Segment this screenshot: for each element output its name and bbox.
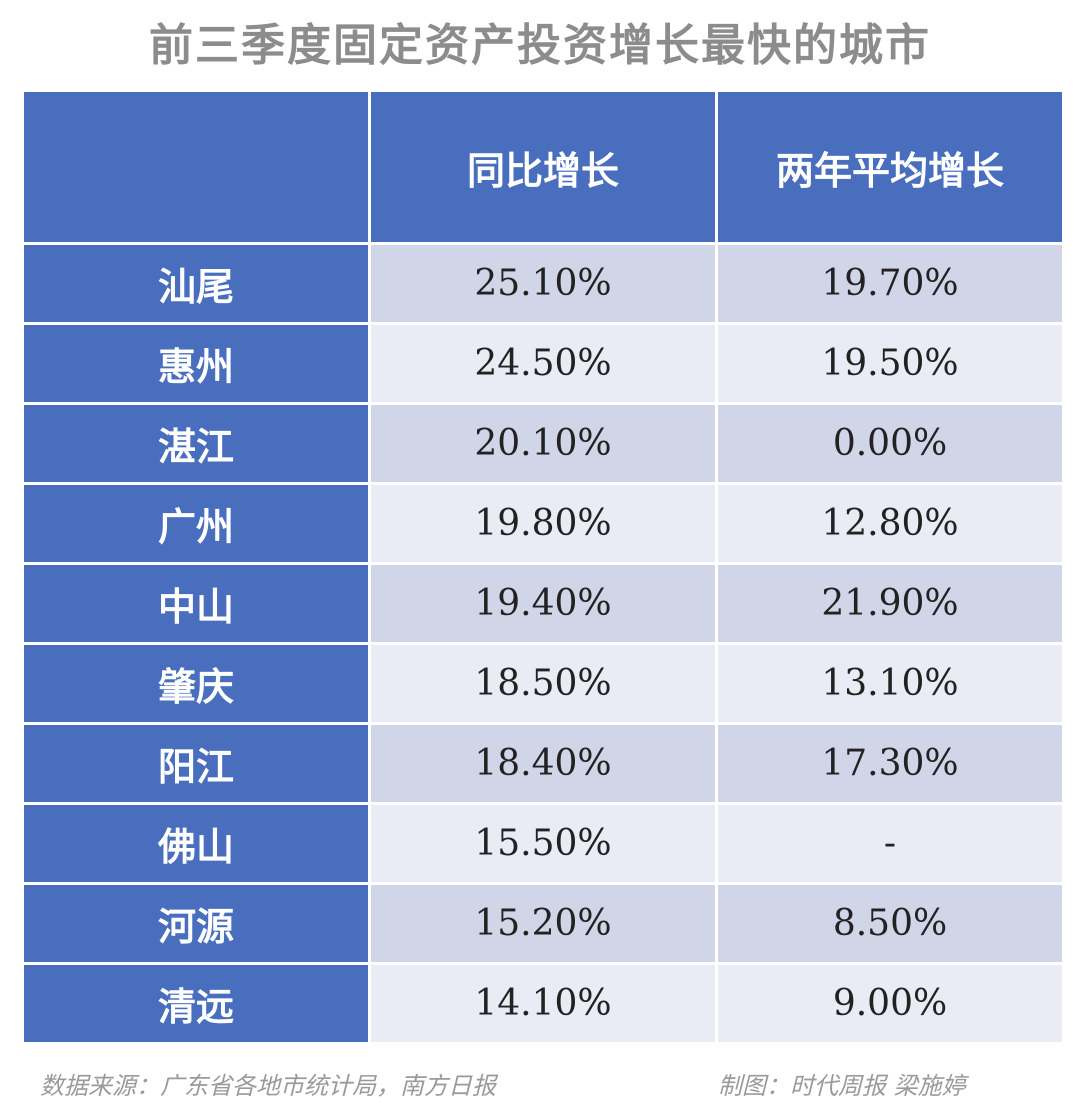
- row-city-cell: 广州: [24, 485, 368, 562]
- row-two-year-cell: 19.50%: [718, 325, 1062, 402]
- row-city-cell: 湛江: [24, 405, 368, 482]
- header-two-year-avg-growth: 两年平均增长: [718, 92, 1062, 242]
- row-two-year-cell: 19.70%: [718, 245, 1062, 322]
- data-source-note: 数据来源：广东省各地市统计局，南方日报: [40, 1072, 496, 1100]
- row-city-cell: 佛山: [24, 805, 368, 882]
- chart-credit: 制图：时代周报 梁施婷: [718, 1072, 966, 1100]
- row-yoy-cell: 20.10%: [371, 405, 715, 482]
- row-two-year-cell: 0.00%: [718, 405, 1062, 482]
- row-two-year-cell: 21.90%: [718, 565, 1062, 642]
- row-yoy-cell: 14.10%: [371, 965, 715, 1042]
- row-yoy-cell: 15.50%: [371, 805, 715, 882]
- row-two-year-cell: -: [718, 805, 1062, 882]
- row-two-year-cell: 13.10%: [718, 645, 1062, 722]
- header-yoy-growth: 同比增长: [371, 92, 715, 242]
- row-yoy-cell: 18.50%: [371, 645, 715, 722]
- row-two-year-cell: 17.30%: [718, 725, 1062, 802]
- row-city-cell: 清远: [24, 965, 368, 1042]
- row-two-year-cell: 9.00%: [718, 965, 1062, 1042]
- row-city-cell: 肇庆: [24, 645, 368, 722]
- row-city-cell: 中山: [24, 565, 368, 642]
- row-city-cell: 汕尾: [24, 245, 368, 322]
- row-yoy-cell: 19.80%: [371, 485, 715, 562]
- row-city-cell: 阳江: [24, 725, 368, 802]
- row-yoy-cell: 18.40%: [371, 725, 715, 802]
- row-yoy-cell: 25.10%: [371, 245, 715, 322]
- row-city-cell: 惠州: [24, 325, 368, 402]
- row-city-cell: 河源: [24, 885, 368, 962]
- row-two-year-cell: 12.80%: [718, 485, 1062, 562]
- row-yoy-cell: 24.50%: [371, 325, 715, 402]
- row-two-year-cell: 8.50%: [718, 885, 1062, 962]
- data-table: 同比增长 两年平均增长 汕尾 25.10% 19.70% 惠州 24.50% 1…: [24, 92, 1062, 1042]
- row-yoy-cell: 19.40%: [371, 565, 715, 642]
- chart-title: 前三季度固定资产投资增长最快的城市: [149, 20, 931, 71]
- header-corner-cell: [24, 92, 368, 242]
- row-yoy-cell: 15.20%: [371, 885, 715, 962]
